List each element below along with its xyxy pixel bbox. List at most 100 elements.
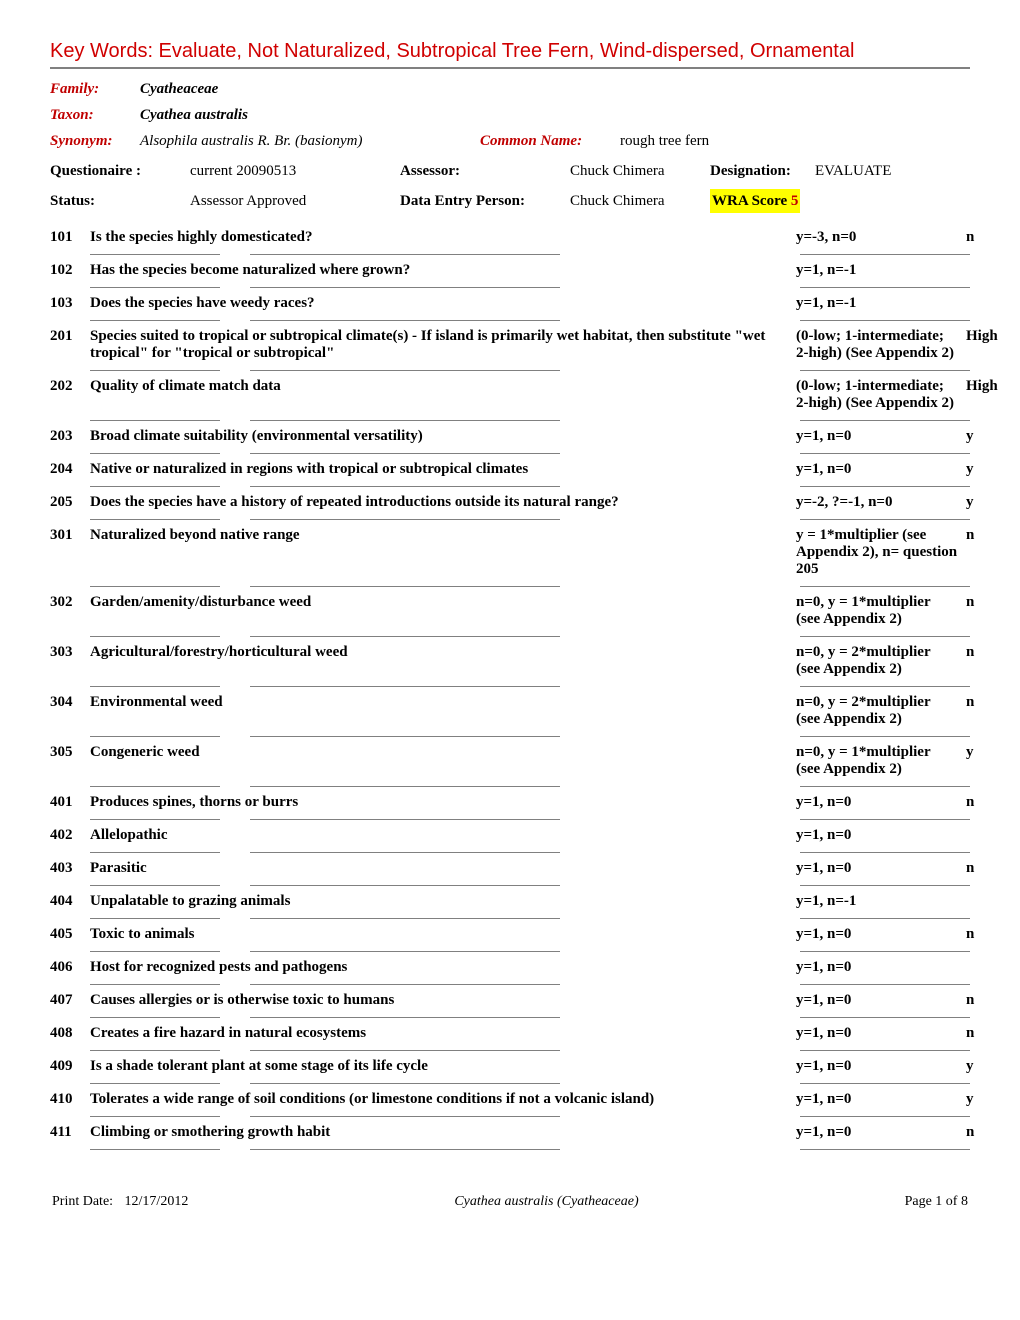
question-row: 201Species suited to tropical or subtrop… <box>50 320 970 366</box>
question-answer: y <box>966 494 974 511</box>
print-date-value: 12/17/2012 <box>125 1194 189 1209</box>
synonym-value: Alsophila australis R. Br. (basionym) <box>140 129 480 153</box>
question-text: Tolerates a wide range of soil condition… <box>90 1091 796 1108</box>
question-text: Has the species become naturalized where… <box>90 262 796 279</box>
question-text: Congeneric weed <box>90 744 796 761</box>
taxon-row: Taxon: Cyathea australis <box>50 103 970 127</box>
question-answer: y <box>966 744 974 761</box>
question-score-key: y=1, n=0 <box>796 926 966 943</box>
question-text: Naturalized beyond native range <box>90 527 796 544</box>
question-score-key: y=1, n=0 <box>796 992 966 1009</box>
synonym-row: Synonym: Alsophila australis R. Br. (bas… <box>50 129 970 153</box>
question-row: 103Does the species have weedy races?y=1… <box>50 287 970 316</box>
question-row: 304Environmental weedn=0, y = 2*multipli… <box>50 686 970 732</box>
question-score-key: y=1, n=0 <box>796 1025 966 1042</box>
question-text: Host for recognized pests and pathogens <box>90 959 796 976</box>
question-number: 203 <box>50 428 90 445</box>
question-number: 407 <box>50 992 90 1009</box>
taxon-label: Taxon: <box>50 103 140 127</box>
question-row: 102Has the species become naturalized wh… <box>50 254 970 283</box>
question-answer: n <box>966 992 974 1009</box>
wra-score-label: WRA Score <box>712 193 787 209</box>
assessor-label: Assessor: <box>400 159 570 183</box>
question-answer: y <box>966 1091 974 1108</box>
question-number: 405 <box>50 926 90 943</box>
question-text: Broad climate suitability (environmental… <box>90 428 796 445</box>
questionaire-label: Questionaire : <box>50 159 190 183</box>
question-score-key: y=1, n=0 <box>796 1091 966 1108</box>
question-number: 305 <box>50 744 90 761</box>
question-row: 302Garden/amenity/disturbance weedn=0, y… <box>50 586 970 632</box>
questionaire-value: current 20090513 <box>190 159 400 183</box>
question-score-key: y=1, n=0 <box>796 1124 966 1141</box>
question-row: 202Quality of climate match data(0-low; … <box>50 370 970 416</box>
question-answer: n <box>966 794 974 811</box>
question-row: 301Naturalized beyond native rangey = 1*… <box>50 519 970 582</box>
designation-label: Designation: <box>710 159 815 183</box>
question-number: 301 <box>50 527 90 544</box>
question-score-key: (0-low; 1-intermediate; 2-high) (See App… <box>796 378 966 412</box>
assessor-value: Chuck Chimera <box>570 159 710 183</box>
print-date-label: Print Date: <box>52 1194 113 1209</box>
question-row: 305Congeneric weedn=0, y = 1*multiplier … <box>50 736 970 782</box>
question-number: 304 <box>50 694 90 711</box>
question-row: 303Agricultural/forestry/horticultural w… <box>50 636 970 682</box>
footer-page: Page 1 of 8 <box>905 1194 968 1210</box>
question-text: Toxic to animals <box>90 926 796 943</box>
question-number: 410 <box>50 1091 90 1108</box>
question-text: Climbing or smothering growth habit <box>90 1124 796 1141</box>
question-text: Environmental weed <box>90 694 796 711</box>
question-text: Native or naturalized in regions with tr… <box>90 461 796 478</box>
question-answer: n <box>966 860 974 877</box>
question-row: 205Does the species have a history of re… <box>50 486 970 515</box>
question-text: Causes allergies or is otherwise toxic t… <box>90 992 796 1009</box>
question-score-key: n=0, y = 1*multiplier (see Appendix 2) <box>796 744 966 778</box>
question-text: Garden/amenity/disturbance weed <box>90 594 796 611</box>
question-text: Does the species have weedy races? <box>90 295 796 312</box>
question-score-key: y=1, n=0 <box>796 860 966 877</box>
question-answer: n <box>966 644 974 661</box>
question-text: Quality of climate match data <box>90 378 796 395</box>
question-score-key: y=1, n=0 <box>796 1058 966 1075</box>
question-score-key: y=1, n=0 <box>796 794 966 811</box>
question-answer: n <box>966 926 974 943</box>
family-row: Family: Cyatheaceae <box>50 77 970 101</box>
title-keywords: Key Words: Evaluate, Not Naturalized, Su… <box>50 40 970 69</box>
question-score-key: n=0, y = 2*multiplier (see Appendix 2) <box>796 694 966 728</box>
footer: Print Date: 12/17/2012 Cyathea australis… <box>50 1194 970 1210</box>
question-score-key: y=1, n=0 <box>796 827 966 844</box>
taxon-value: Cyathea australis <box>140 103 248 127</box>
question-row: 204Native or naturalized in regions with… <box>50 453 970 482</box>
status-value: Assessor Approved <box>190 189 400 213</box>
question-answer: n <box>966 594 974 611</box>
designation-value: EVALUATE <box>815 159 891 183</box>
question-row: 410Tolerates a wide range of soil condit… <box>50 1083 970 1112</box>
data-entry-value: Chuck Chimera <box>570 189 710 213</box>
question-number: 103 <box>50 295 90 312</box>
question-number: 102 <box>50 262 90 279</box>
question-number: 403 <box>50 860 90 877</box>
question-text: Species suited to tropical or subtropica… <box>90 328 796 362</box>
footer-center: Cyathea australis (Cyatheaceae) <box>454 1194 638 1210</box>
question-text: Does the species have a history of repea… <box>90 494 796 511</box>
question-number: 101 <box>50 229 90 246</box>
question-text: Is the species highly domesticated? <box>90 229 796 246</box>
question-score-key: (0-low; 1-intermediate; 2-high) (See App… <box>796 328 966 362</box>
family-value: Cyatheaceae <box>140 77 218 101</box>
question-number: 205 <box>50 494 90 511</box>
question-number: 404 <box>50 893 90 910</box>
question-number: 401 <box>50 794 90 811</box>
question-row: 101Is the species highly domesticated?y=… <box>50 223 970 250</box>
question-text: Unpalatable to grazing animals <box>90 893 796 910</box>
question-row: 405Toxic to animalsy=1, n=0n <box>50 918 970 947</box>
question-answer: n <box>966 694 974 711</box>
question-text: Produces spines, thorns or burrs <box>90 794 796 811</box>
question-text: Parasitic <box>90 860 796 877</box>
question-answer: n <box>966 1124 974 1141</box>
question-score-key: n=0, y = 1*multiplier (see Appendix 2) <box>796 594 966 628</box>
question-score-key: y=1, n=0 <box>796 959 966 976</box>
page-container: Key Words: Evaluate, Not Naturalized, Su… <box>0 0 1020 1230</box>
question-answer: High <box>966 328 998 345</box>
question-score-key: y=-3, n=0 <box>796 229 966 246</box>
question-score-key: y=1, n=0 <box>796 461 966 478</box>
